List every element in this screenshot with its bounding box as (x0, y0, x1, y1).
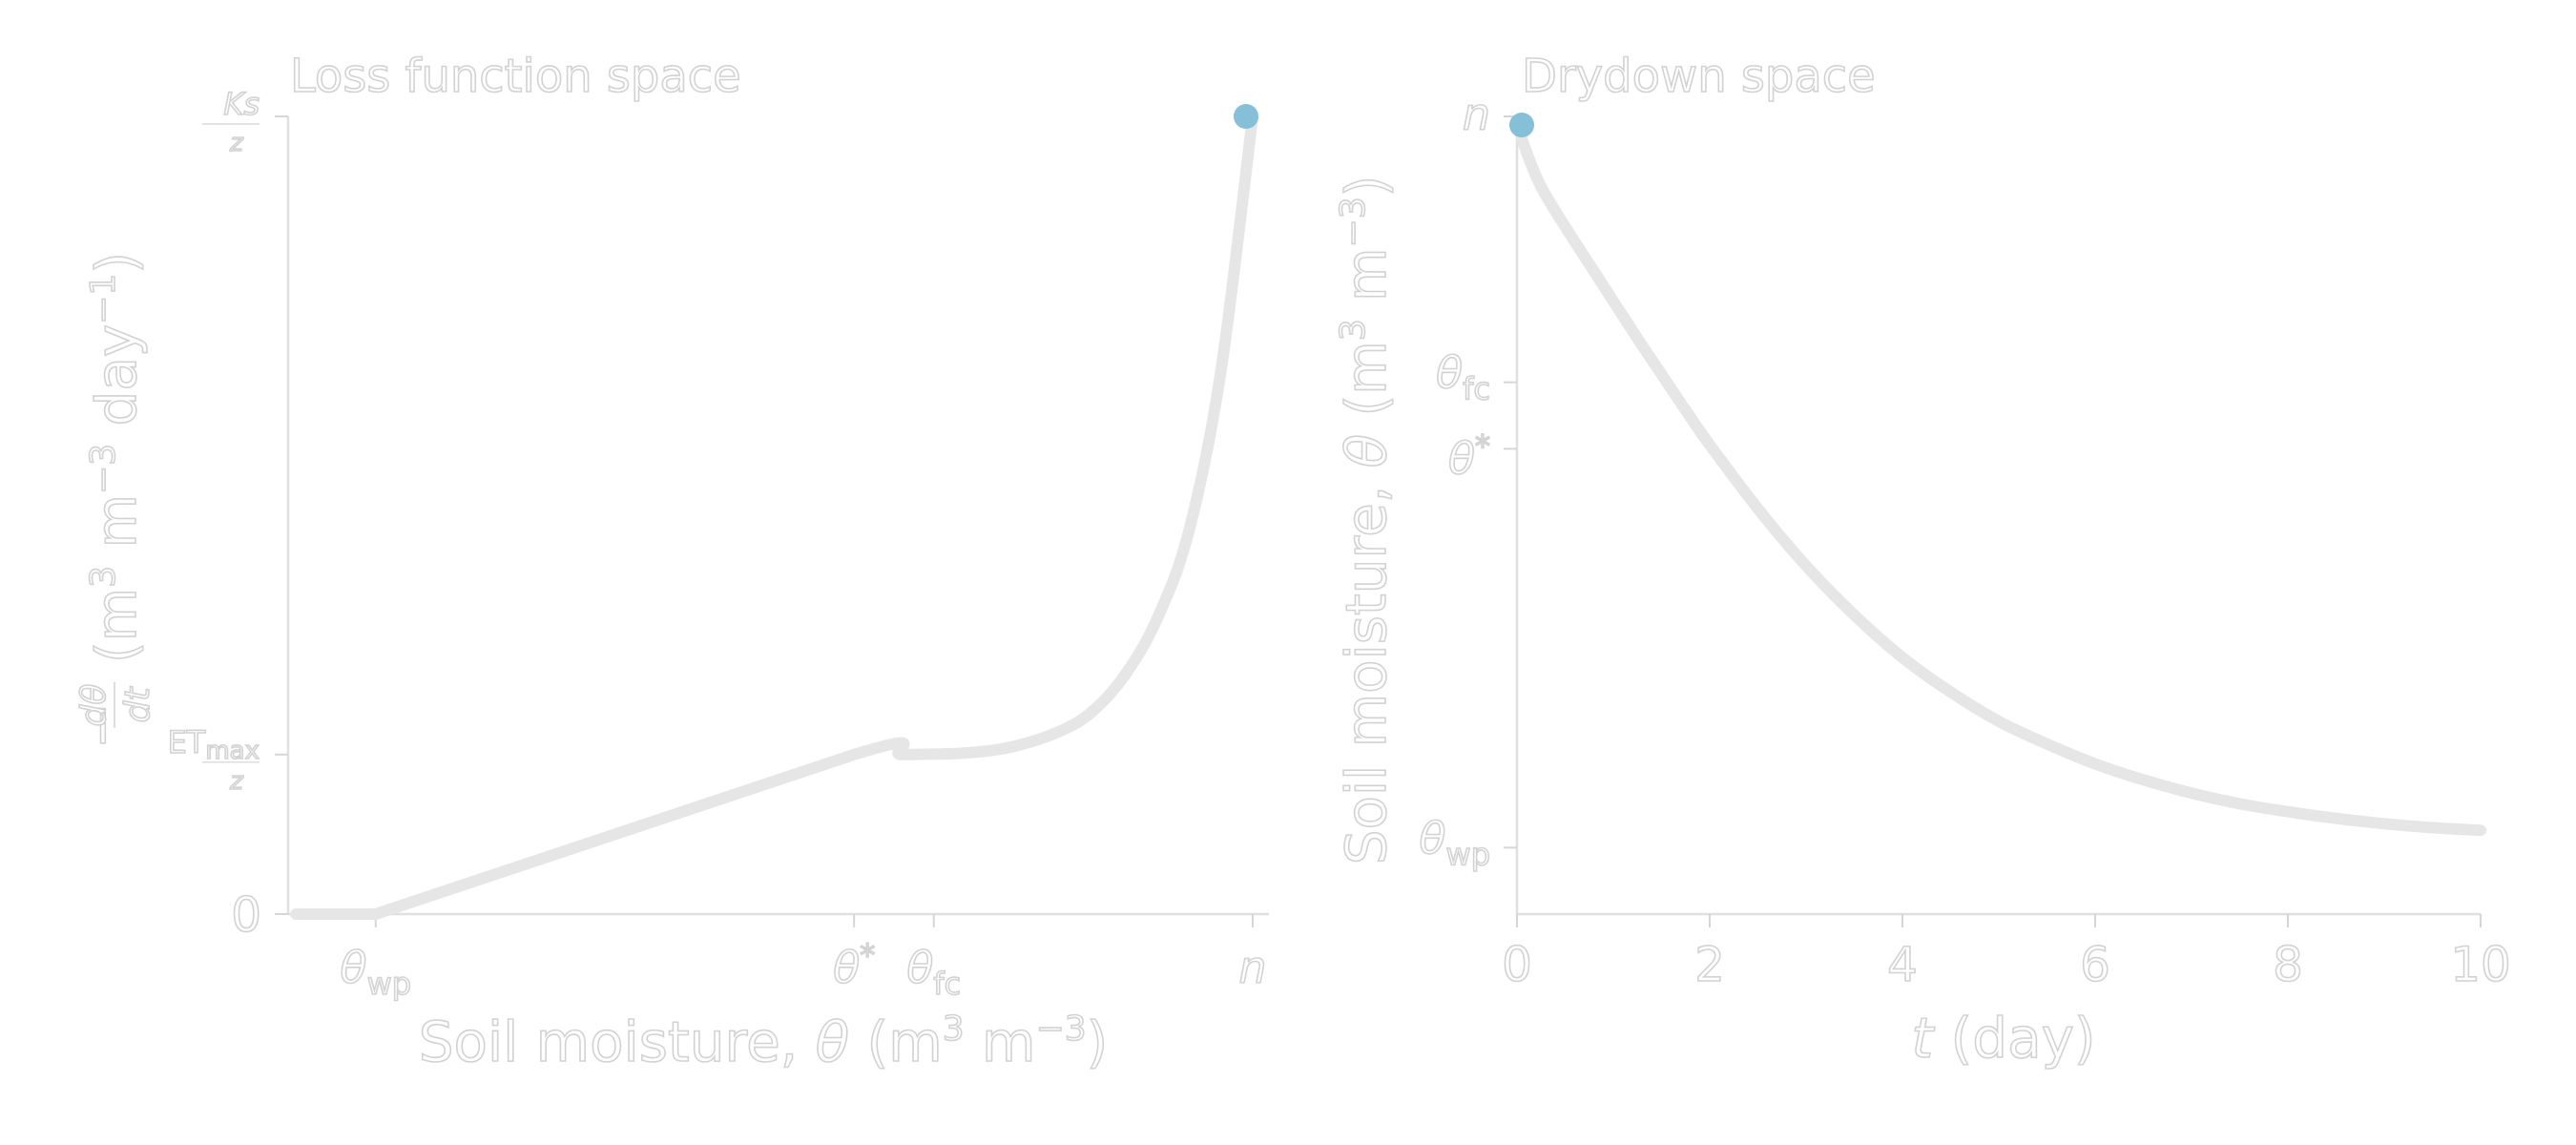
drydown-y-tick-label-3: n (1463, 89, 1490, 140)
drydown-y-ticks: θwp θ* θfc n (1419, 88, 1517, 873)
loss-x-tick-label-2: θfc (906, 942, 961, 1002)
svg-text:dθ: dθ (74, 684, 114, 727)
loss-x-tick-label-3: n (1238, 942, 1266, 993)
drydown-x-tick-label-5: 10 (2450, 937, 2511, 992)
loss-y-tick-label-2: Ks (223, 86, 260, 122)
loss-x-axis-label: Soil moisture, θ (m3 m−3) (419, 1010, 1109, 1074)
drydown-x-tick-label-3: 6 (2080, 937, 2110, 992)
drydown-initial-point-marker (1509, 113, 1534, 137)
svg-text:(m3 m−3 day−1): (m3 m−3 day−1) (84, 252, 149, 663)
drydown-x-tick-label-0: 0 (1502, 937, 1532, 992)
drydown-x-tick-label-1: 2 (1694, 937, 1725, 992)
drydown-x-tick-label-4: 8 (2273, 937, 2303, 992)
drydown-y-tick-label-2: θfc (1436, 347, 1490, 407)
svg-text:−: − (69, 702, 134, 749)
loss-current-point-marker (1234, 104, 1258, 129)
loss-panel-title: Loss function space (290, 50, 741, 103)
loss-y-tick-denominator-1: z (229, 767, 244, 796)
drydown-y-tick-label-0: θwp (1419, 812, 1490, 872)
loss-x-ticks: θwp θ* θfc n (340, 914, 1267, 1003)
drydown-curve (1511, 117, 2486, 837)
drydown-x-tick-label-2: 4 (1887, 937, 1918, 992)
loss-y-axis-label: − dθ dt (m3 m−3 day−1) (68, 251, 158, 750)
drydown-y-axis-label: Soil moisture, θ (m3 m−3) (1334, 176, 1399, 865)
loss-x-tick-label-1: θ* (833, 937, 875, 993)
loss-function-curve (290, 111, 1258, 920)
loss-y-tick-label-0: 0 (231, 887, 261, 943)
loss-x-tick-label-0: θwp (340, 942, 411, 1002)
drydown-x-axis-label: t (day) (1911, 1006, 2095, 1071)
loss-y-tick-denominator-2: z (229, 129, 244, 157)
loss-y-tick-label-1: ETmax (168, 724, 260, 765)
loss-function-panel: Loss function space θwp θ* θfc n 0ETmaxzKsz… (68, 49, 1269, 1075)
drydown-x-ticks: 0 2 4 6 8 10 (1501, 914, 2512, 993)
drydown-panel-title: Drydown space (1522, 50, 1876, 103)
drydown-y-tick-label-1: θ* (1448, 427, 1490, 484)
svg-text:dt: dt (118, 686, 157, 723)
